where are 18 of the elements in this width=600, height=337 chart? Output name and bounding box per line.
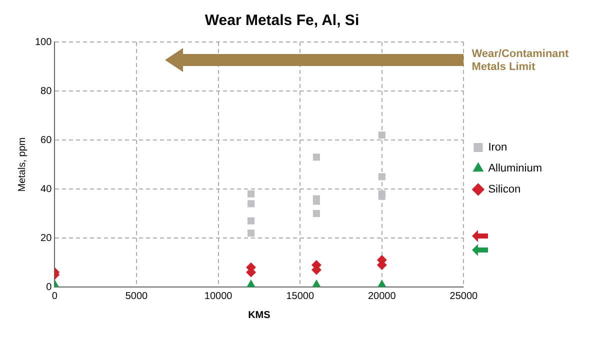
x-tick-label: 5000 bbox=[125, 290, 148, 302]
y-tick-label: 100 bbox=[34, 36, 52, 48]
x-tick-label: 25000 bbox=[450, 290, 478, 302]
y-tick-label: 20 bbox=[40, 232, 52, 244]
legend-label: Silicon bbox=[488, 184, 521, 196]
x-tick-label: 15000 bbox=[286, 290, 314, 302]
y-tick-label: 0 bbox=[46, 282, 52, 293]
y-tick-label: 40 bbox=[40, 184, 52, 195]
y-tick-label: 80 bbox=[40, 86, 52, 97]
text: Wear/Contaminant Metals Limit bbox=[472, 48, 570, 74]
y-tick-label: 60 bbox=[40, 134, 52, 146]
legend-label: Alluminium bbox=[488, 162, 542, 175]
legend-label: Iron bbox=[488, 142, 508, 154]
x-tick-label: 10000 bbox=[204, 290, 233, 302]
y-axis-title: Metals, ppm bbox=[16, 137, 28, 192]
x-tick-label: 20000 bbox=[368, 290, 396, 302]
chart-title: Wear Metals Fe, Al, Si bbox=[204, 12, 360, 30]
x-axis-title: KMS bbox=[248, 310, 271, 321]
